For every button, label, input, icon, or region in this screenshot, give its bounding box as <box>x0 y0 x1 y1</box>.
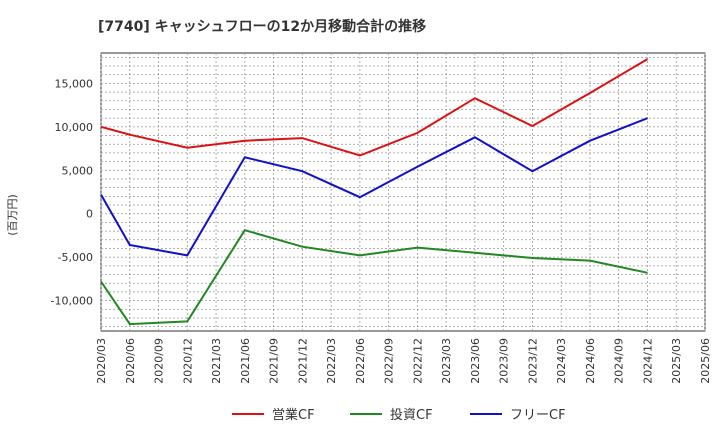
y-tick-label: 0 <box>86 208 93 221</box>
x-tick-label: 2020/09 <box>153 338 166 384</box>
y-axis-ticks: 15,000 10,000 5,000 0 -5,000 -10,000 <box>51 77 93 307</box>
x-tick-label: 2020/03 <box>95 338 108 384</box>
x-tick-label: 2024/03 <box>555 338 568 384</box>
legend-label: 投資CF <box>390 407 433 423</box>
grid-lines <box>100 53 706 331</box>
y-tick-label: 10,000 <box>55 121 94 134</box>
x-tick-label: 2020/12 <box>181 338 194 384</box>
x-tick-label: 2023/06 <box>469 338 482 384</box>
y-axis-label: (百万円) <box>6 194 19 236</box>
y-tick-label: 5,000 <box>62 164 94 177</box>
legend-label: フリーCF <box>510 408 566 423</box>
series-line-投資CF <box>100 229 648 326</box>
x-tick-label: 2022/06 <box>354 338 367 384</box>
x-axis-ticks: 2020/03 2020/06 2020/09 2020/12 2021/03 2021/… <box>95 338 712 384</box>
x-tick-label: 2022/03 <box>325 338 338 384</box>
x-tick-label: 2021/03 <box>210 338 223 384</box>
plot-border <box>100 52 706 332</box>
legend: 営業CF 投資CF フリーCF <box>232 407 566 423</box>
x-tick-label: 2023/03 <box>440 338 453 384</box>
series-line-営業CF <box>100 58 649 157</box>
x-tick-label: 2021/09 <box>268 338 281 384</box>
x-tick-label: 2024/12 <box>641 338 654 384</box>
x-tick-label: 2021/12 <box>296 338 309 384</box>
x-tick-label: 2024/09 <box>613 338 626 384</box>
y-tick-label: -10,000 <box>51 295 93 308</box>
x-tick-label: 2025/03 <box>670 338 683 384</box>
x-tick-label: 2025/06 <box>699 338 712 384</box>
x-tick-label: 2023/09 <box>498 338 511 384</box>
x-tick-label: 2023/12 <box>526 338 539 384</box>
x-tick-label: 2021/06 <box>239 338 252 384</box>
x-tick-label: 2020/06 <box>124 338 137 384</box>
y-tick-label: 15,000 <box>55 77 94 90</box>
series-lines <box>100 58 649 326</box>
y-tick-label: -5,000 <box>58 251 93 264</box>
x-tick-label: 2024/06 <box>584 338 597 384</box>
x-tick-label: 2022/09 <box>383 338 396 384</box>
chart-title: [7740] キャッシュフローの12か月移動合計の推移 <box>98 18 426 35</box>
series-line-フリーCF <box>100 117 648 257</box>
plot-area <box>100 52 706 332</box>
x-tick-label: 2022/12 <box>411 338 424 384</box>
legend-label: 営業CF <box>272 407 315 423</box>
